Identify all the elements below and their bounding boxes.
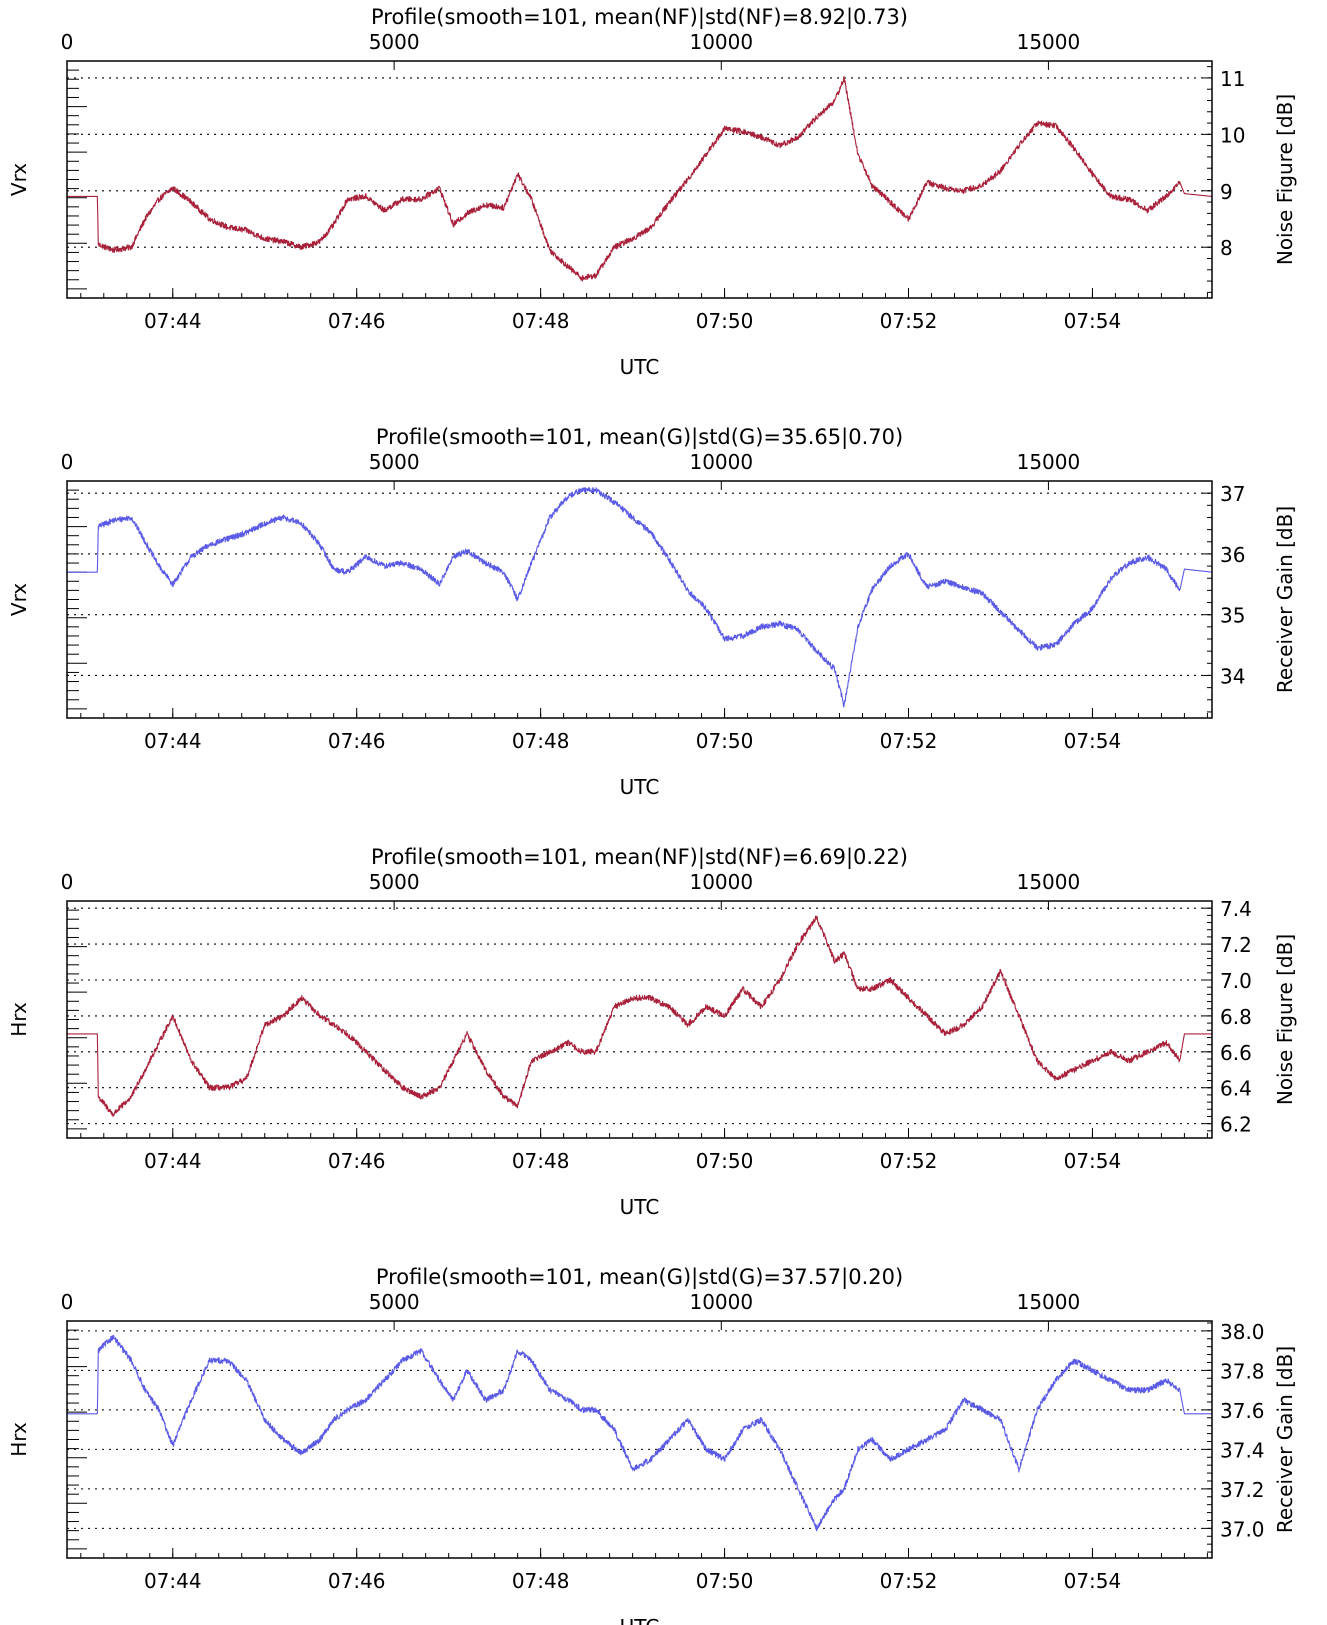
right-axis-tick-label: 6.6 <box>1220 1041 1252 1065</box>
right-axis-tick-label: 35 <box>1220 604 1245 628</box>
right-axis-tick-label: 37.8 <box>1220 1359 1265 1383</box>
right-axis-label: Receiver Gain [dB] <box>1273 506 1297 693</box>
bottom-axis-tick-label: 07:46 <box>328 1149 386 1173</box>
right-axis-tick-label: 37.0 <box>1220 1517 1265 1541</box>
right-axis-tick-label: 6.8 <box>1220 1005 1252 1029</box>
right-axis-tick-label: 37 <box>1220 482 1245 506</box>
bottom-axis-tick-label: 07:52 <box>880 729 938 753</box>
bottom-axis-tick-label: 07:50 <box>696 729 754 753</box>
top-axis-tick-label: 15000 <box>1017 450 1081 474</box>
top-axis-tick-label: 5000 <box>369 450 420 474</box>
x-axis-label: UTC <box>620 355 660 379</box>
right-axis-tick-label: 38.0 <box>1220 1320 1265 1344</box>
top-axis-tick-label: 5000 <box>369 30 420 54</box>
right-axis-tick-label: 6.4 <box>1220 1077 1252 1101</box>
right-axis-tick-label: 6.2 <box>1220 1113 1252 1137</box>
chart-panel-4: Profile(smooth=101, mean(G)|std(G)=37.57… <box>7 1265 1297 1625</box>
bottom-axis-tick-label: 07:52 <box>880 309 938 333</box>
right-axis-label: Noise Figure [dB] <box>1273 94 1297 265</box>
top-axis-tick-label: 15000 <box>1017 30 1081 54</box>
chart-title: Profile(smooth=101, mean(NF)|std(NF)=6.6… <box>371 845 908 870</box>
chart-title: Profile(smooth=101, mean(NF)|std(NF)=8.9… <box>371 5 908 30</box>
bottom-axis-tick-label: 07:54 <box>1064 1569 1122 1593</box>
bottom-axis-tick-label: 07:50 <box>696 309 754 333</box>
bottom-axis-tick-label: 07:44 <box>144 1149 202 1173</box>
right-axis-tick-label: 7.2 <box>1220 933 1252 957</box>
series-line <box>66 76 1213 282</box>
plot-frame <box>66 480 1213 719</box>
right-axis-label: Noise Figure [dB] <box>1273 934 1297 1105</box>
right-axis-tick-label: 8 <box>1220 236 1233 260</box>
top-axis-tick-label: 5000 <box>369 1290 420 1314</box>
chart-title: Profile(smooth=101, mean(G)|std(G)=35.65… <box>376 425 903 450</box>
right-axis-tick-label: 37.2 <box>1220 1478 1265 1502</box>
y-axis-label: Hrx <box>7 1002 31 1037</box>
bottom-axis-tick-label: 07:54 <box>1064 729 1122 753</box>
bottom-axis-tick-label: 07:48 <box>512 1149 570 1173</box>
right-axis-tick-label: 34 <box>1220 664 1245 688</box>
bottom-axis-tick-label: 07:44 <box>144 309 202 333</box>
bottom-axis-tick-label: 07:46 <box>328 309 386 333</box>
bottom-axis-tick-label: 07:48 <box>512 1569 570 1593</box>
bottom-axis-tick-label: 07:50 <box>696 1569 754 1593</box>
right-axis-tick-label: 7.0 <box>1220 969 1252 993</box>
plot-frame <box>66 900 1213 1139</box>
right-axis-tick-label: 7.4 <box>1220 897 1252 921</box>
chart-panel-1: Profile(smooth=101, mean(NF)|std(NF)=8.9… <box>7 5 1297 379</box>
top-axis-tick-label: 0 <box>61 450 74 474</box>
x-axis-label: UTC <box>620 775 660 799</box>
x-axis-label: UTC <box>620 1615 660 1625</box>
bottom-axis-tick-label: 07:54 <box>1064 309 1122 333</box>
bottom-axis-tick-label: 07:54 <box>1064 1149 1122 1173</box>
right-axis-tick-label: 37.4 <box>1220 1438 1265 1462</box>
chart-panel-2: Profile(smooth=101, mean(G)|std(G)=35.65… <box>7 425 1297 799</box>
bottom-axis-tick-label: 07:44 <box>144 1569 202 1593</box>
plot-frame <box>66 1320 1213 1559</box>
top-axis-tick-label: 15000 <box>1017 1290 1081 1314</box>
bottom-axis-tick-label: 07:46 <box>328 729 386 753</box>
right-axis-tick-label: 9 <box>1220 180 1233 204</box>
chart-panel-3: Profile(smooth=101, mean(NF)|std(NF)=6.6… <box>7 845 1297 1219</box>
bottom-axis-tick-label: 07:52 <box>880 1149 938 1173</box>
top-axis-tick-label: 10000 <box>689 870 753 894</box>
series-line <box>66 915 1213 1117</box>
top-axis-tick-label: 0 <box>61 870 74 894</box>
top-axis-tick-label: 10000 <box>689 30 753 54</box>
y-axis-label: Vrx <box>7 583 31 616</box>
chart-title: Profile(smooth=101, mean(G)|std(G)=37.57… <box>376 1265 903 1290</box>
x-axis-label: UTC <box>620 1195 660 1219</box>
top-axis-tick-label: 5000 <box>369 870 420 894</box>
right-axis-tick-label: 37.6 <box>1220 1399 1265 1423</box>
bottom-axis-tick-label: 07:46 <box>328 1569 386 1593</box>
right-axis-tick-label: 11 <box>1220 67 1245 91</box>
top-axis-tick-label: 0 <box>61 30 74 54</box>
top-axis-tick-label: 15000 <box>1017 870 1081 894</box>
bottom-axis-tick-label: 07:48 <box>512 309 570 333</box>
y-axis-label: Hrx <box>7 1422 31 1457</box>
series-line <box>66 486 1213 708</box>
top-axis-tick-label: 0 <box>61 1290 74 1314</box>
bottom-axis-tick-label: 07:52 <box>880 1569 938 1593</box>
right-axis-tick-label: 10 <box>1220 123 1245 147</box>
y-axis-label: Vrx <box>7 163 31 196</box>
right-axis-label: Receiver Gain [dB] <box>1273 1346 1297 1533</box>
bottom-axis-tick-label: 07:50 <box>696 1149 754 1173</box>
bottom-axis-tick-label: 07:44 <box>144 729 202 753</box>
plot-frame <box>66 60 1213 299</box>
top-axis-tick-label: 10000 <box>689 450 753 474</box>
right-axis-tick-label: 36 <box>1220 543 1245 567</box>
top-axis-tick-label: 10000 <box>689 1290 753 1314</box>
series-line <box>66 1334 1213 1532</box>
bottom-axis-tick-label: 07:48 <box>512 729 570 753</box>
